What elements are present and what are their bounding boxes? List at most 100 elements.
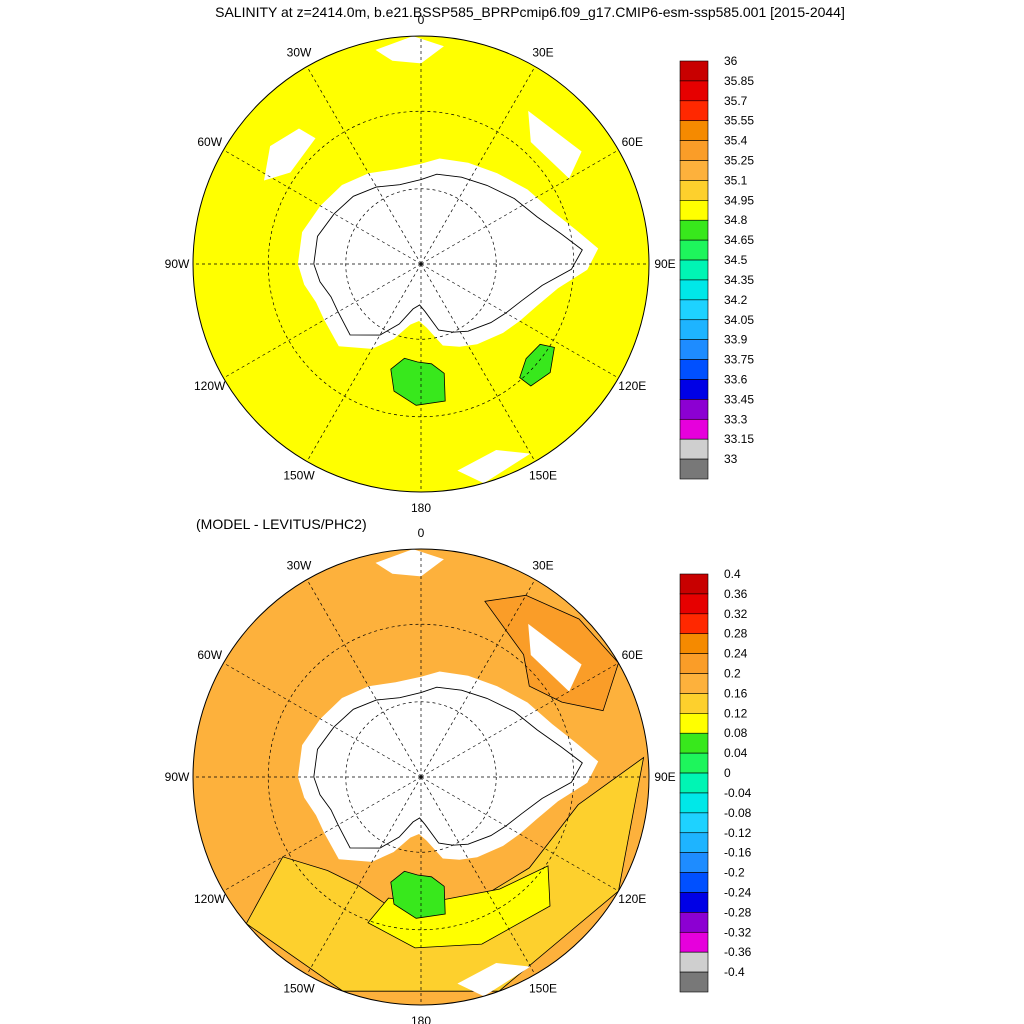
colorbar-label: -0.36 bbox=[724, 945, 752, 959]
ross-sea-region bbox=[390, 357, 446, 406]
colorbar-label: 33.6 bbox=[724, 372, 748, 386]
no-data-patch bbox=[375, 36, 444, 64]
colorbar-box bbox=[679, 319, 709, 340]
colorbar-box bbox=[679, 399, 709, 420]
longitude-label: 60W bbox=[197, 648, 222, 662]
no-data-patch bbox=[528, 110, 582, 179]
no-data-patch bbox=[375, 549, 444, 577]
longitude-label: 60E bbox=[622, 648, 643, 662]
colorbar-label: -0.04 bbox=[724, 786, 752, 800]
colorbar-label: 33.9 bbox=[724, 333, 748, 347]
colorbar-box bbox=[679, 892, 709, 913]
colorbar-box bbox=[679, 812, 709, 834]
colorbar-label: 35.1 bbox=[724, 173, 748, 187]
longitude-label: 90W bbox=[165, 770, 190, 784]
colorbar-label: 0.36 bbox=[724, 587, 748, 601]
no-data-patch bbox=[264, 128, 316, 181]
colorbar-box bbox=[679, 673, 709, 694]
colorbar-box bbox=[679, 852, 709, 873]
colorbar-label: 0.28 bbox=[724, 627, 748, 641]
colorbar-box bbox=[679, 100, 709, 122]
colorbar-label: 34.8 bbox=[724, 213, 748, 227]
meridian bbox=[420, 662, 619, 778]
colorbar-label: 35.25 bbox=[724, 154, 754, 168]
map-fill bbox=[193, 549, 649, 1005]
colorbar-box bbox=[679, 239, 709, 261]
colorbar-box bbox=[679, 912, 709, 933]
longitude-label: 30E bbox=[532, 559, 553, 573]
meridian bbox=[306, 776, 422, 975]
difference-map-panel: 0 30E 60E 90E 120E 150E 180 150W 120W 90W 60W 30W 0.… bbox=[165, 526, 752, 1024]
colorbar-label: 0.16 bbox=[724, 686, 748, 700]
colorbar-label: 0.4 bbox=[724, 567, 741, 581]
colorbar-box bbox=[679, 653, 709, 674]
colorbar-label: 35.7 bbox=[724, 94, 748, 108]
map-border bbox=[192, 35, 650, 493]
colorbar-label: 34.05 bbox=[724, 313, 754, 327]
no-data-patch bbox=[528, 623, 582, 692]
colorbar-box bbox=[679, 458, 709, 480]
colorbar-box bbox=[679, 359, 709, 380]
colorbar-label: 0.12 bbox=[724, 706, 748, 720]
colorbar-box bbox=[679, 160, 709, 181]
ross-sea-region bbox=[390, 870, 446, 919]
meridian bbox=[223, 776, 422, 892]
map-border bbox=[192, 548, 650, 1006]
colorbar-label: 0.08 bbox=[724, 726, 748, 740]
colorbar-label: 34.2 bbox=[724, 293, 748, 307]
meridian bbox=[223, 149, 422, 265]
colorbar-label: 0.24 bbox=[724, 647, 748, 661]
colorbar-box bbox=[679, 872, 709, 893]
colorbar-box bbox=[679, 80, 709, 102]
colorbar-label: 33 bbox=[724, 452, 738, 466]
colorbar-label: 0.04 bbox=[724, 746, 748, 760]
no-data-patch bbox=[457, 450, 531, 484]
colorbar-box bbox=[679, 573, 709, 595]
figure-title: SALINITY at z=2414.0m, b.e21.BSSP585_BPR… bbox=[215, 4, 845, 20]
latitude-circle bbox=[345, 188, 497, 340]
antarctica-coast bbox=[313, 686, 583, 849]
colorbar-box bbox=[679, 339, 709, 360]
colorbar-box bbox=[679, 832, 709, 853]
longitude-label: 90E bbox=[654, 257, 675, 271]
meridian bbox=[306, 66, 422, 265]
colorbar-box bbox=[679, 259, 709, 281]
longitude-label: 0 bbox=[418, 526, 425, 540]
longitude-label: 150E bbox=[529, 981, 557, 995]
colorbar-box bbox=[679, 180, 709, 201]
colorbar-label: 0.2 bbox=[724, 667, 741, 681]
colorbar-label: 33.15 bbox=[724, 432, 754, 446]
colorbar-box bbox=[679, 613, 709, 635]
meridian bbox=[420, 66, 536, 265]
colorbar-box bbox=[679, 120, 709, 141]
colorbar-box bbox=[679, 379, 709, 400]
colorbar-box bbox=[679, 931, 709, 953]
colorbar-box bbox=[679, 299, 709, 321]
map-fill bbox=[193, 36, 649, 492]
colorbar-box bbox=[679, 219, 709, 241]
antarctica-coast bbox=[313, 173, 583, 336]
meridian bbox=[223, 662, 422, 778]
longitude-label: 30W bbox=[287, 46, 312, 60]
colorbar-box bbox=[679, 60, 709, 82]
colorbar-label: -0.16 bbox=[724, 846, 752, 860]
colorbar-label: 33.3 bbox=[724, 412, 748, 426]
colorbar-label: 35.85 bbox=[724, 74, 754, 88]
colorbar-box bbox=[679, 633, 709, 654]
colorbar-label: 0.32 bbox=[724, 607, 748, 621]
longitude-label: 150W bbox=[283, 468, 315, 482]
longitude-label: 30W bbox=[287, 559, 312, 573]
colorbar-label: -0.12 bbox=[724, 826, 752, 840]
meridian bbox=[306, 579, 422, 778]
colorbar-label: -0.08 bbox=[724, 806, 752, 820]
colorbar-box bbox=[679, 418, 709, 440]
longitude-label: 60E bbox=[622, 135, 643, 149]
colorbar-label: -0.2 bbox=[724, 866, 745, 880]
latitude-circle bbox=[345, 701, 497, 853]
colorbar-label: 0 bbox=[724, 766, 731, 780]
longitude-label: 180 bbox=[411, 501, 431, 515]
longitude-label: 90W bbox=[165, 257, 190, 271]
colorbar-label: 35.55 bbox=[724, 114, 754, 128]
colorbar-box bbox=[679, 693, 709, 714]
